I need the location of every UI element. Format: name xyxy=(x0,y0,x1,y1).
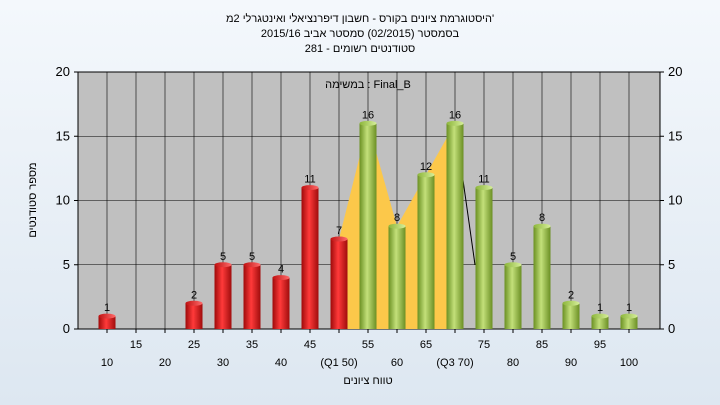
bar-value-label: 12 xyxy=(420,161,432,173)
y-tick-label-right: 10 xyxy=(668,193,682,208)
bar-top xyxy=(243,262,261,268)
bar xyxy=(533,226,551,329)
bar-top xyxy=(562,300,580,306)
x-tick-label: 80 xyxy=(507,357,519,369)
bar-top xyxy=(417,172,435,178)
x-tick-label: 85 xyxy=(536,339,548,351)
bar xyxy=(620,316,638,329)
bar xyxy=(214,264,232,329)
bar xyxy=(330,239,348,329)
grid-lines xyxy=(78,72,660,329)
x-tick-label: 75 xyxy=(478,339,490,351)
x-tick-label: 100 xyxy=(620,357,638,369)
bar-value-label: 8 xyxy=(539,212,545,224)
chart-title-line-2: בסמסטר (02/2015) סמסטר אביב 2015/16 xyxy=(261,28,460,40)
bar xyxy=(272,277,290,329)
bar-top xyxy=(504,262,522,268)
y-tick-label-right: 15 xyxy=(668,128,682,143)
bar-top xyxy=(620,313,638,319)
bar-value-label: 2 xyxy=(191,289,197,301)
x-axis-label: טווח ציונים xyxy=(343,375,392,387)
bar xyxy=(591,316,609,329)
x-axis: 10 15 20 25 30 35 40 45 (Q1 50) 55 60 65 (Q3 70) 75 80… xyxy=(101,329,638,369)
bar xyxy=(359,123,377,330)
bar-value-label: 1 xyxy=(597,302,603,314)
bar-value-label: 7 xyxy=(336,225,342,237)
x-tick-label: 90 xyxy=(565,357,577,369)
bar-value-label: 11 xyxy=(478,174,489,186)
bar-value-label: 8 xyxy=(394,212,400,224)
bar-top xyxy=(98,313,116,319)
bar-top xyxy=(388,223,406,229)
bar-value-label: 2 xyxy=(568,289,574,301)
bar xyxy=(504,264,522,329)
bar-top xyxy=(359,120,377,126)
bar-value-label: 16 xyxy=(362,109,374,121)
bar-value-label: 5 xyxy=(220,251,226,263)
y-tick-label: 20 xyxy=(56,64,70,79)
bar xyxy=(185,303,203,329)
bar-top xyxy=(272,275,290,281)
x-tick-label: (Q3 70) xyxy=(436,357,473,369)
y-tick-label: 0 xyxy=(63,321,70,336)
bar xyxy=(446,123,464,330)
x-tick-label: 10 xyxy=(101,357,113,369)
x-tick-label: 20 xyxy=(159,357,171,369)
bar xyxy=(475,187,493,329)
bar xyxy=(388,226,406,329)
y-tick-label: 10 xyxy=(56,193,70,208)
bar xyxy=(98,316,116,329)
bar-top xyxy=(475,185,493,191)
chart-title-line-3: 281 - סטודנטים רשומים xyxy=(305,43,416,55)
bar-value-label: 16 xyxy=(449,109,461,121)
bar xyxy=(243,264,261,329)
y-axis-left: 0 5 10 15 20 xyxy=(56,64,78,336)
bar-value-label: 1 xyxy=(104,302,110,314)
chart-title-line-1: היסטוגרמת ציונים בקורס - חשבון דיפרנציאל… xyxy=(226,12,494,25)
bar-value-label: 1 xyxy=(626,302,632,314)
bar-top xyxy=(301,185,319,191)
bar-value-label: 5 xyxy=(510,251,516,263)
x-tick-label: 65 xyxy=(420,339,432,351)
bar-top xyxy=(446,120,464,126)
x-tick-label: 60 xyxy=(391,357,403,369)
x-tick-label: 30 xyxy=(217,357,229,369)
y-axis-right: 0 5 10 15 20 xyxy=(660,64,682,336)
series-title: במשימה : Final_B xyxy=(325,79,411,91)
bar-top xyxy=(330,236,348,242)
bar-value-label: 4 xyxy=(278,264,284,276)
bar-top xyxy=(591,313,609,319)
bar xyxy=(301,187,319,329)
x-tick-label: 15 xyxy=(130,339,142,351)
x-tick-label: 25 xyxy=(188,339,200,351)
y-tick-label-right: 5 xyxy=(668,257,675,272)
bar-value-label: 11 xyxy=(304,174,315,186)
bar-top xyxy=(214,262,232,268)
bar-top xyxy=(533,223,551,229)
y-tick-label-right: 20 xyxy=(668,64,682,79)
y-tick-label-right: 0 xyxy=(668,321,675,336)
bar-top xyxy=(185,300,203,306)
y-tick-label: 5 xyxy=(63,257,70,272)
x-tick-label: 45 xyxy=(304,339,316,351)
y-axis-label: מספר סטודנטים xyxy=(27,162,39,237)
bar-value-label: 5 xyxy=(249,251,255,263)
x-tick-label: 95 xyxy=(594,339,606,351)
x-tick-label: (Q1 50) xyxy=(320,357,357,369)
x-tick-label: 55 xyxy=(362,339,374,351)
y-tick-label: 15 xyxy=(56,128,70,143)
bar xyxy=(562,303,580,329)
x-tick-label: 35 xyxy=(246,339,258,351)
x-tick-label: 40 xyxy=(275,357,287,369)
bar xyxy=(417,174,435,329)
